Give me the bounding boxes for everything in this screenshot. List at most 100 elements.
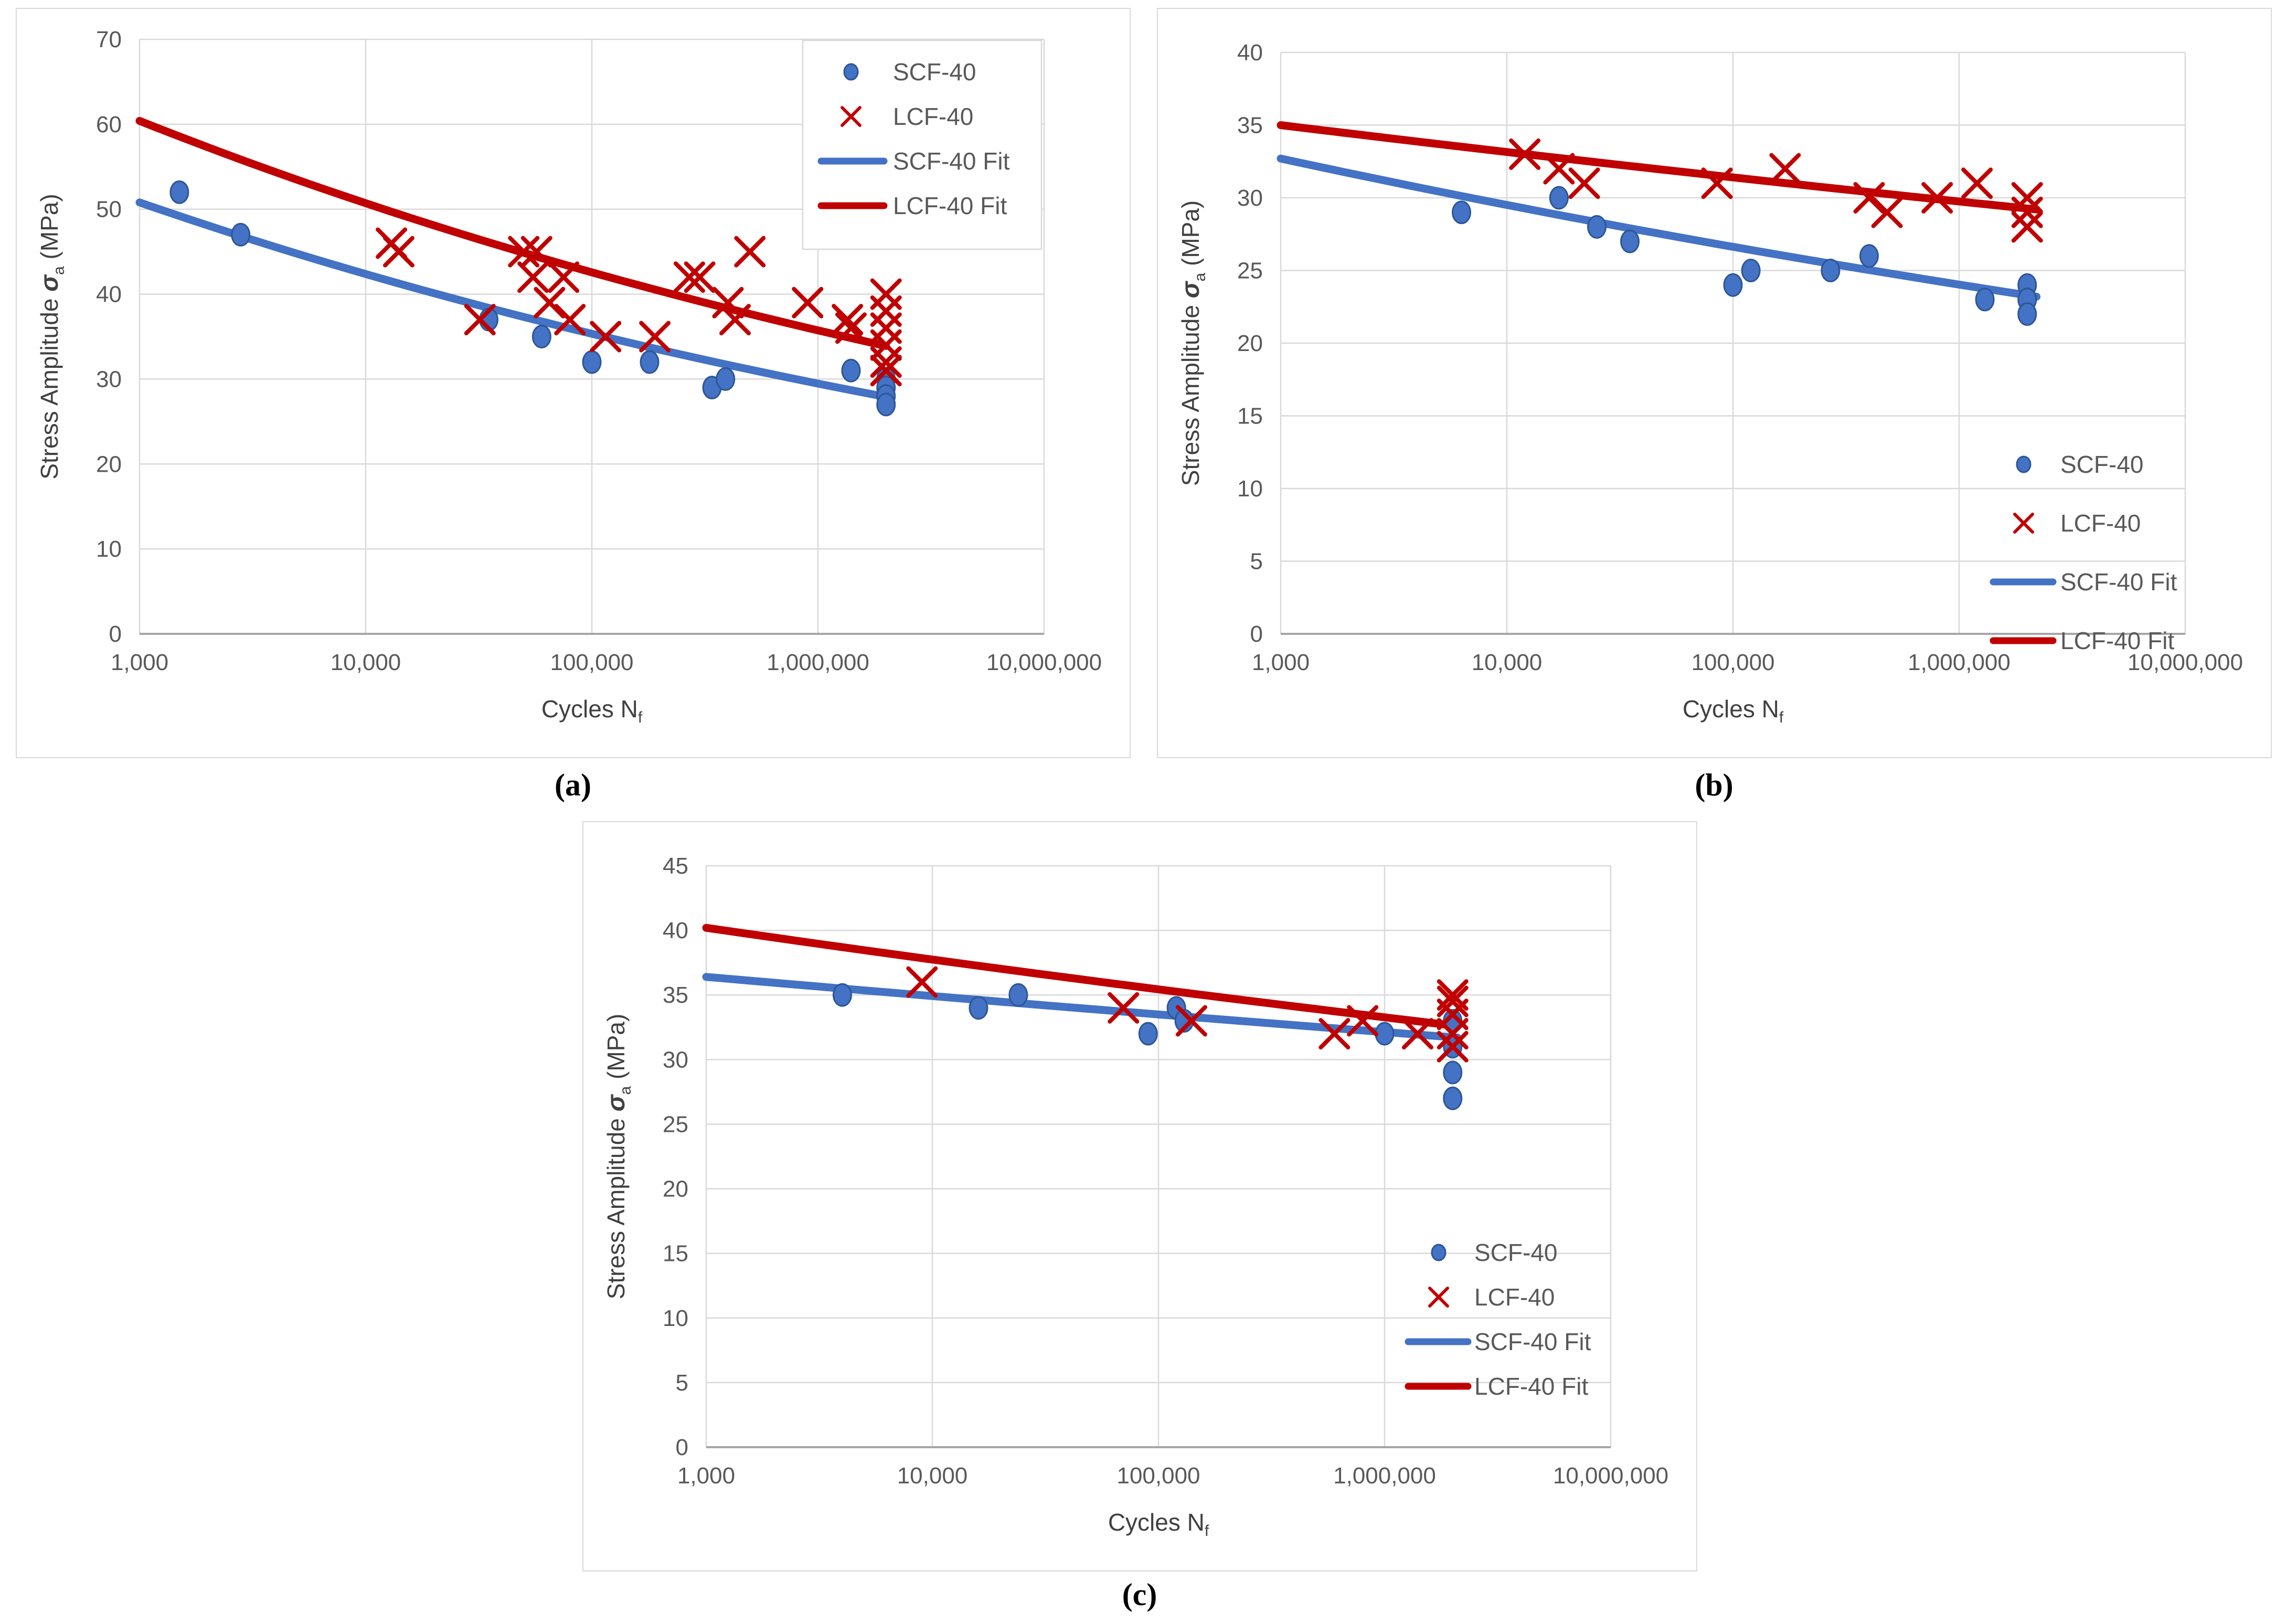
chart-panel-b: SCF-40 LCF-40 SCF-40 Fit LCF-40 Fit 0 5 10 15 20… xyxy=(1157,8,2272,758)
x-marker xyxy=(517,261,549,293)
svg-text:10: 10 xyxy=(1237,476,1263,502)
svg-text:100,000: 100,000 xyxy=(550,650,633,675)
svg-text:25: 25 xyxy=(663,1111,688,1137)
circle-marker xyxy=(1741,259,1761,282)
y-tick-labels: 0 5 10 15 20 25 30 35 40 45 xyxy=(663,853,688,1460)
legend-label: SCF-40 Fit xyxy=(1474,1328,1591,1355)
circle-marker xyxy=(1452,200,1472,225)
circle-marker xyxy=(1821,259,1841,282)
x-marker xyxy=(1347,1005,1379,1037)
svg-text:70: 70 xyxy=(96,27,122,52)
svg-text:30: 30 xyxy=(663,1047,688,1073)
y-tick-labels: 0 5 10 15 20 25 30 35 40 xyxy=(1237,40,1263,647)
legend-label: LCF-40 Fit xyxy=(2060,627,2174,654)
circle-marker xyxy=(231,222,251,247)
svg-text:35: 35 xyxy=(663,982,688,1008)
svg-text:30: 30 xyxy=(1237,185,1263,211)
y-axis-title: Stress Amplitude σa (MPa) xyxy=(36,194,68,479)
x-tick-labels: 1,000 10,000 100,000 1,000,000 10,000,000 xyxy=(677,1463,1668,1489)
x-marker xyxy=(835,312,867,344)
svg-text:10,000,000: 10,000,000 xyxy=(2128,650,2243,675)
x-marker xyxy=(2013,513,2034,534)
circle-marker xyxy=(843,63,859,81)
x-axis-title: Cycles Nf xyxy=(1108,1509,1209,1540)
svg-text:15: 15 xyxy=(1237,404,1263,429)
svg-text:1,000,000: 1,000,000 xyxy=(1908,650,2011,675)
circle-marker xyxy=(1008,983,1028,1007)
svg-text:100,000: 100,000 xyxy=(1116,1463,1200,1489)
x-marker xyxy=(841,106,862,127)
x-marker xyxy=(870,346,902,378)
svg-text:20: 20 xyxy=(96,451,122,477)
x-marker xyxy=(1437,1018,1469,1050)
caption-c: (c) xyxy=(1122,1577,1157,1612)
svg-text:0: 0 xyxy=(676,1435,688,1460)
chart-panel-c: SCF-40 LCF-40 SCF-40 Fit LCF-40 Fit 0 5 10 15 20… xyxy=(582,821,1697,1572)
x-marker xyxy=(792,286,824,319)
svg-text:10,000,000: 10,000,000 xyxy=(986,650,1102,675)
x-marker xyxy=(1853,182,1885,214)
panel-border xyxy=(1157,8,2272,758)
y-axis-title: Stress Amplitude σa (MPa) xyxy=(602,1014,634,1299)
legend-label: SCF-40 Fit xyxy=(893,147,1010,175)
x-marker xyxy=(1769,153,1801,185)
x-marker xyxy=(684,261,716,293)
svg-text:40: 40 xyxy=(96,282,122,307)
x-marker xyxy=(1318,1018,1350,1050)
circle-marker xyxy=(832,983,852,1007)
svg-text:25: 25 xyxy=(1237,258,1263,284)
legend-label: LCF-40 xyxy=(2060,510,2141,537)
svg-text:20: 20 xyxy=(663,1176,688,1202)
svg-text:45: 45 xyxy=(663,853,688,879)
x-tick-labels: 1,000 10,000 100,000 1,000,000 10,000,000 xyxy=(111,650,1102,675)
chart-a: SCF-40 LCF-40 SCF-40 Fit LCF-40 Fit 0 10 20 30 4… xyxy=(16,8,1131,758)
x-marker xyxy=(1108,992,1140,1024)
x-marker xyxy=(832,304,864,336)
circle-marker xyxy=(1587,215,1607,239)
circle-marker xyxy=(1443,1086,1463,1110)
x-marker xyxy=(712,286,744,319)
svg-text:1,000: 1,000 xyxy=(677,1463,735,1489)
series-lcf-40 xyxy=(376,227,902,387)
x-marker xyxy=(1509,138,1541,170)
scf-40-fit-line xyxy=(1277,154,2041,301)
legend-label: SCF-40 xyxy=(893,58,976,86)
circle-marker xyxy=(169,180,189,204)
chart-b-svg: SCF-40 LCF-40 SCF-40 Fit LCF-40 Fit 0 5 10 15 20… xyxy=(1157,8,2272,758)
legend-label: LCF-40 Fit xyxy=(893,192,1007,219)
x-marker xyxy=(2011,196,2043,228)
circle-marker xyxy=(876,392,896,417)
series-scf-40 xyxy=(1452,186,2037,326)
x-marker xyxy=(1543,153,1575,185)
x-marker xyxy=(520,236,552,268)
x-tick-labels: 1,000 10,000 100,000 1,000,000 10,000,000 xyxy=(1252,650,2243,675)
svg-text:10,000: 10,000 xyxy=(897,1463,968,1489)
circle-marker xyxy=(1443,1060,1463,1085)
x-marker xyxy=(2011,211,2043,243)
lcf-40-fit-line xyxy=(1277,121,2041,214)
legend-label: SCF-40 Fit xyxy=(2060,568,2177,596)
caption-b: (b) xyxy=(1695,768,1733,802)
svg-text:1,000,000: 1,000,000 xyxy=(1333,1463,1436,1489)
chart-c-svg: SCF-40 LCF-40 SCF-40 Fit LCF-40 Fit 0 5 10 15 20… xyxy=(582,821,1697,1572)
x-marker xyxy=(464,304,496,336)
panel-border xyxy=(582,821,1697,1572)
caption-a: (a) xyxy=(555,768,591,802)
svg-text:10: 10 xyxy=(96,536,122,562)
svg-text:1,000: 1,000 xyxy=(111,650,168,675)
legend-label: LCF-40 Fit xyxy=(1474,1373,1588,1400)
svg-text:20: 20 xyxy=(1237,331,1263,356)
chart-panel-a: SCF-40 LCF-40 SCF-40 Fit LCF-40 Fit 0 10 20 30 4… xyxy=(16,8,1131,758)
circle-marker xyxy=(582,350,602,374)
legend-label: LCF-40 xyxy=(893,103,973,130)
legend-label: SCF-40 xyxy=(2060,451,2143,478)
legend-label: LCF-40 xyxy=(1474,1283,1555,1311)
circle-marker xyxy=(1431,1244,1447,1261)
legend: SCF-40 LCF-40 SCF-40 Fit LCF-40 Fit xyxy=(802,39,1043,250)
circle-marker xyxy=(2017,302,2037,326)
circle-marker xyxy=(640,350,660,374)
x-marker xyxy=(1175,1005,1207,1037)
x-marker xyxy=(906,966,938,998)
svg-text:50: 50 xyxy=(96,197,122,222)
x-marker xyxy=(719,304,751,336)
